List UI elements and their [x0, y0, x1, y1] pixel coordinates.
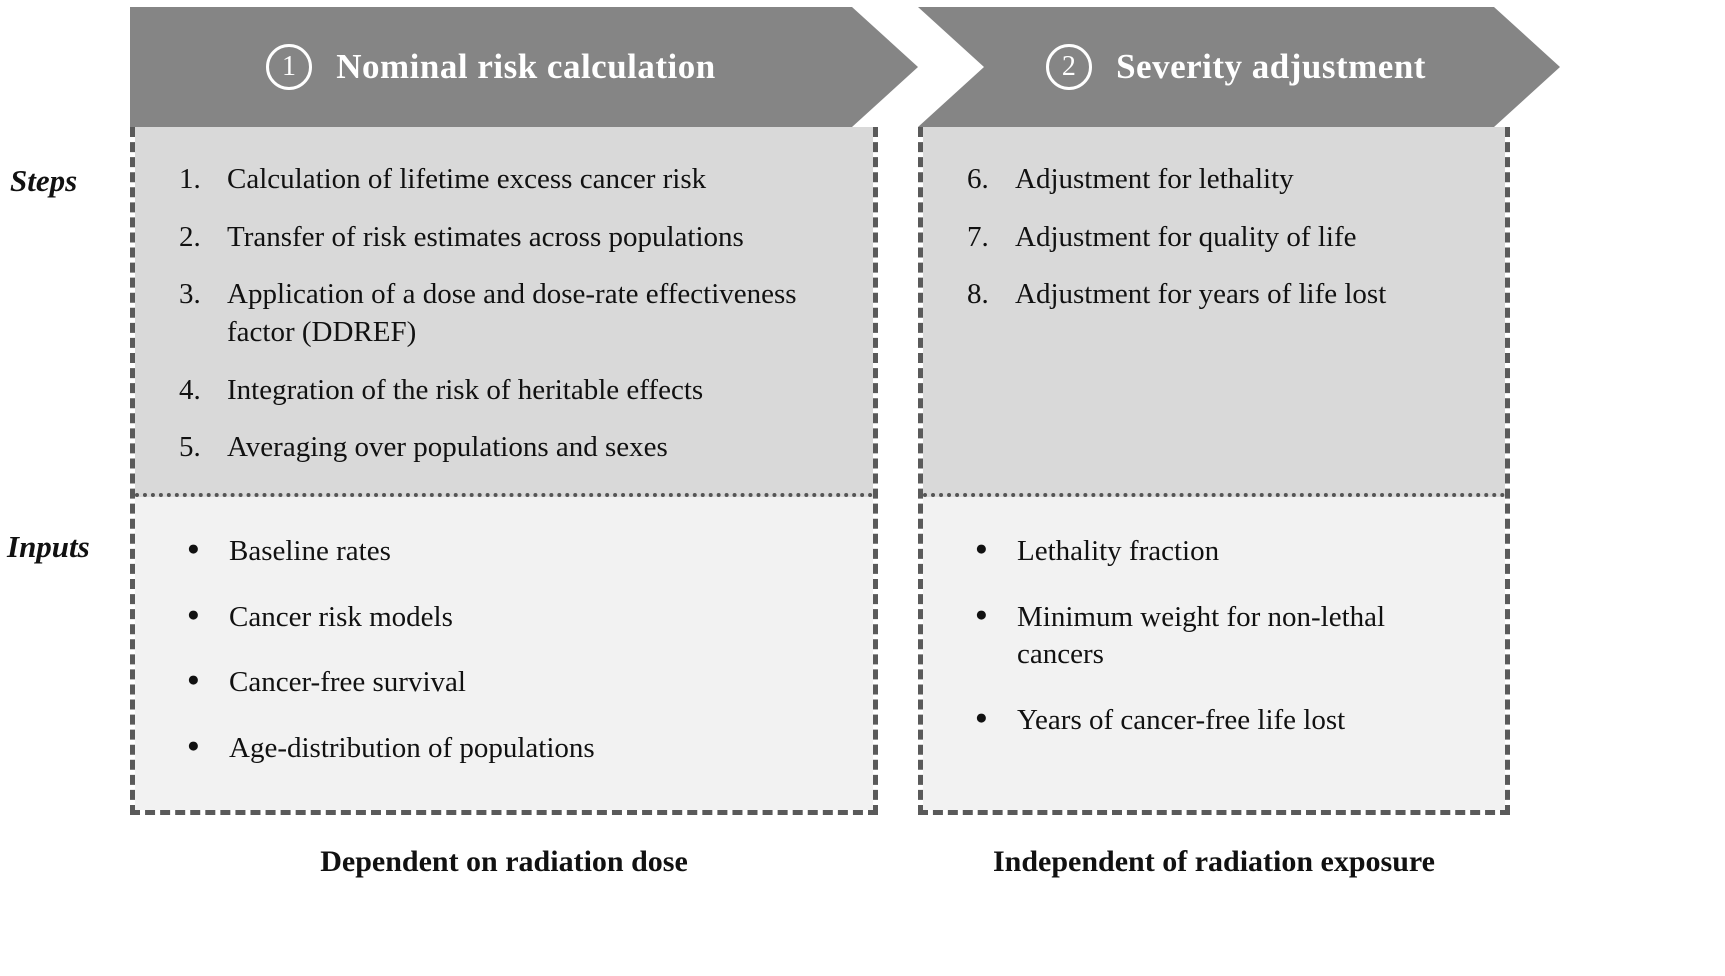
- step-number: 7.: [967, 220, 989, 253]
- phase-2-number-badge: 2: [1046, 44, 1092, 90]
- input-text: Age-distribution of populations: [229, 732, 595, 765]
- input-item: ● Years of cancer-free life lost: [975, 702, 1479, 740]
- step-item: 8. Adjustment for years of life lost: [967, 276, 1479, 314]
- input-item: ● Lethality fraction: [975, 533, 1479, 571]
- phase-2-header-arrow: 2 Severity adjustment: [918, 7, 1560, 127]
- step-item: 4. Integration of the risk of heritable …: [179, 372, 847, 410]
- phase-2-panel: 6. Adjustment for lethality 7. Adjustmen…: [918, 127, 1510, 815]
- step-item: 2. Transfer of risk estimates across pop…: [179, 219, 847, 257]
- phase-1-number-badge: 1: [266, 44, 312, 90]
- step-item: 6. Adjustment for lethality: [967, 161, 1479, 199]
- step-text: Adjustment for years of life lost: [1015, 278, 1387, 311]
- phase-2-title: Severity adjustment: [1116, 47, 1426, 86]
- phase-1-inputs-section: ● Baseline rates ● Cancer risk models ● …: [135, 497, 873, 810]
- step-text: Adjustment for quality of life: [1015, 220, 1357, 253]
- bullet-icon: ●: [187, 667, 200, 692]
- input-text: Minimum weight for non-lethal cancers: [1017, 600, 1386, 671]
- input-text: Baseline rates: [229, 535, 391, 567]
- input-text: Lethality fraction: [1017, 535, 1220, 567]
- step-item: 1. Calculation of lifetime excess cancer…: [179, 161, 847, 199]
- step-text: Calculation of lifetime excess cancer ri…: [227, 163, 707, 195]
- step-number: 3.: [179, 278, 201, 311]
- bullet-icon: ●: [975, 601, 988, 626]
- bullet-icon: ●: [187, 733, 200, 758]
- step-text: Adjustment for lethality: [1015, 163, 1294, 195]
- step-text: Transfer of risk estimates across popula…: [227, 220, 744, 253]
- step-item: 3. Application of a dose and dose-rate e…: [179, 276, 847, 351]
- bullet-icon: ●: [187, 601, 200, 626]
- step-item: 5. Averaging over populations and sexes: [179, 429, 847, 467]
- phase-1-header-arrow: 1 Nominal risk calculation: [130, 7, 918, 127]
- input-item: ● Age-distribution of populations: [187, 730, 847, 768]
- steps-row-label: Steps: [10, 163, 78, 198]
- phase-2-footer-caption: Independent of radiation exposure: [992, 845, 1435, 878]
- phase-2-inputs-section: ● Lethality fraction ● Minimum weight fo…: [923, 497, 1505, 810]
- input-item: ● Baseline rates: [187, 533, 847, 571]
- step-number: 5.: [179, 431, 201, 464]
- phase-1-steps-section: 1. Calculation of lifetime excess cancer…: [135, 127, 873, 497]
- step-text: Averaging over populations and sexes: [227, 431, 668, 464]
- bullet-icon: ●: [187, 536, 200, 560]
- step-item: 7. Adjustment for quality of life: [967, 219, 1479, 257]
- input-item: ● Cancer risk models: [187, 599, 847, 637]
- input-text: Cancer-free survival: [229, 666, 466, 699]
- bullet-icon: ●: [975, 705, 988, 730]
- step-text: Integration of the risk of heritable eff…: [227, 373, 704, 406]
- bullet-icon: ●: [975, 536, 988, 560]
- input-text: Cancer risk models: [229, 600, 453, 633]
- inputs-row-label: Inputs: [7, 529, 90, 564]
- step-number: 8.: [967, 278, 989, 311]
- phase-1-title: Nominal risk calculation: [336, 47, 716, 86]
- step-number: 4.: [179, 373, 201, 406]
- step-number: 1.: [179, 163, 201, 195]
- input-text: Years of cancer-free life lost: [1017, 704, 1346, 737]
- phase-1-panel: 1. Calculation of lifetime excess cancer…: [130, 127, 878, 815]
- step-number: 6.: [967, 163, 989, 195]
- phase-1-footer-caption: Dependent on radiation dose: [320, 845, 688, 878]
- step-number: 2.: [179, 220, 201, 253]
- input-item: ● Cancer-free survival: [187, 664, 847, 702]
- phase-2-steps-section: 6. Adjustment for lethality 7. Adjustmen…: [923, 127, 1505, 497]
- step-text: Application of a dose and dose-rate effe…: [227, 278, 797, 349]
- input-item: ● Minimum weight for non-lethal cancers: [975, 599, 1479, 674]
